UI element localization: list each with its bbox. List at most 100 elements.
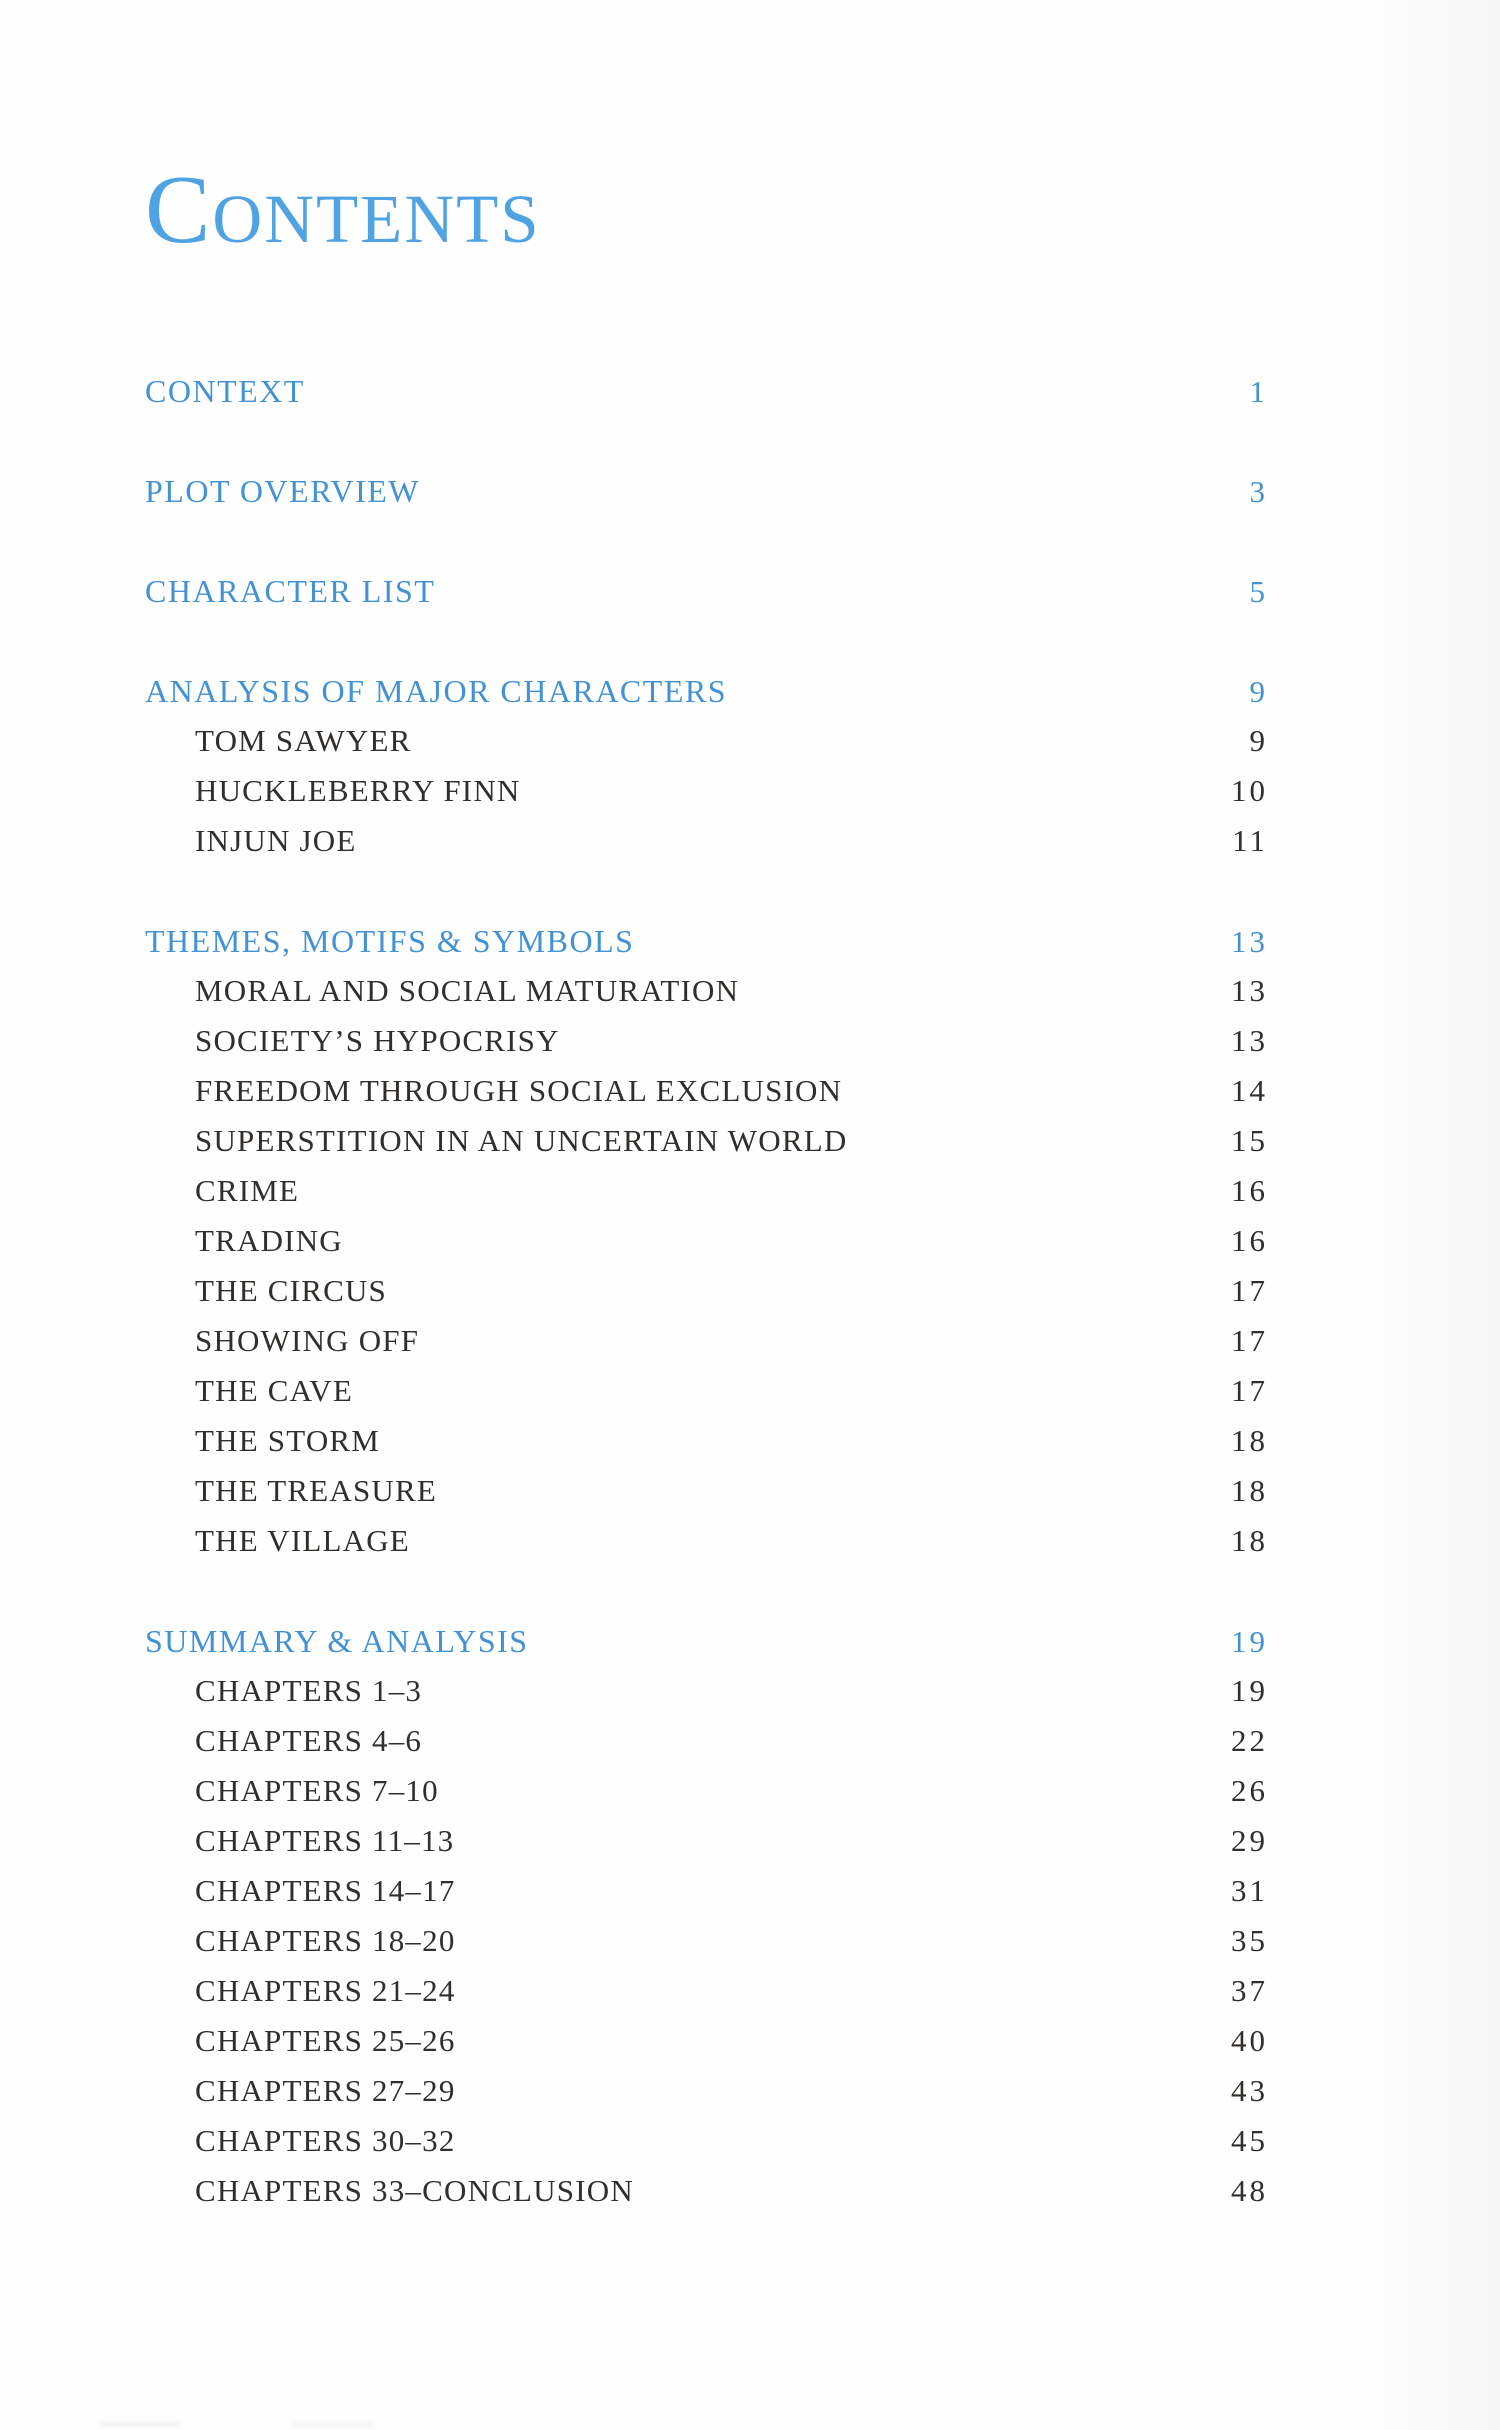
toc-entry-page-number: 15 bbox=[1231, 1123, 1268, 1158]
toc-section-page-number: 13 bbox=[1231, 924, 1268, 959]
toc-section-row: THEMES, MOTIFS & SYMBOLS 13 bbox=[145, 916, 1268, 966]
toc-section-page-number: 3 bbox=[1249, 474, 1268, 509]
toc-section-label: THEMES, MOTIFS & SYMBOLS bbox=[145, 923, 635, 959]
toc-entry-row: THE VILLAGE 18 bbox=[145, 1516, 1268, 1566]
toc-entry-page-number: 11 bbox=[1232, 823, 1268, 858]
toc-section-page-number: 19 bbox=[1231, 1624, 1268, 1659]
toc-section-row: CHARACTER LIST 5 bbox=[145, 566, 1268, 616]
toc-entry-label: SHOWING OFF bbox=[195, 1323, 420, 1358]
toc-entry-page-number: 9 bbox=[1249, 723, 1268, 758]
toc-entry-row: MORAL AND SOCIAL MATURATION 13 bbox=[145, 966, 1268, 1016]
toc-group: CONTEXT 1 bbox=[145, 366, 1268, 416]
toc-entry-label: CHAPTERS 27–29 bbox=[195, 2073, 456, 2108]
toc-entry-row: SHOWING OFF 17 bbox=[145, 1316, 1268, 1366]
toc-entry-label: THE CAVE bbox=[195, 1373, 354, 1408]
toc-entry-label: SOCIETY’S HYPOCRISY bbox=[195, 1023, 560, 1058]
toc-entry-page-number: 16 bbox=[1231, 1223, 1268, 1258]
toc-entry-page-number: 45 bbox=[1231, 2123, 1268, 2158]
toc-section-label: CHARACTER LIST bbox=[145, 573, 436, 609]
page-title: Contents bbox=[145, 156, 541, 264]
toc-entry-page-number: 17 bbox=[1231, 1323, 1268, 1358]
toc-entry-row: CHAPTERS 7–10 26 bbox=[145, 1766, 1268, 1816]
toc-entry-label: THE STORM bbox=[195, 1423, 381, 1458]
toc-entry-row: CHAPTERS 25–26 40 bbox=[145, 2016, 1268, 2066]
toc-section-row: PLOT OVERVIEW 3 bbox=[145, 466, 1268, 516]
toc-group: THEMES, MOTIFS & SYMBOLS 13 MORAL AND SOCI… bbox=[145, 916, 1268, 1566]
toc-entry-label: SUPERSTITION IN AN UNCERTAIN WORLD bbox=[195, 1123, 848, 1158]
toc-entry-label: CHAPTERS 25–26 bbox=[195, 2023, 456, 2058]
toc-entry-row: CRIME 16 bbox=[145, 1166, 1268, 1216]
toc-section-page-number: 9 bbox=[1249, 674, 1268, 709]
toc-entry-page-number: 19 bbox=[1231, 1673, 1268, 1708]
toc-section-label: CONTEXT bbox=[145, 373, 305, 409]
toc-entry-row: SUPERSTITION IN AN UNCERTAIN WORLD 15 bbox=[145, 1116, 1268, 1166]
toc-entry-page-number: 14 bbox=[1231, 1073, 1268, 1108]
toc-entry-label: MORAL AND SOCIAL MATURATION bbox=[195, 973, 740, 1008]
toc-entry-row: SOCIETY’S HYPOCRISY 13 bbox=[145, 1016, 1268, 1066]
toc-entry-label: THE VILLAGE bbox=[195, 1523, 410, 1558]
toc-entry-label: THE TREASURE bbox=[195, 1473, 438, 1508]
toc-section-row: SUMMARY & ANALYSIS 19 bbox=[145, 1616, 1268, 1666]
toc-entry-page-number: 26 bbox=[1231, 1773, 1268, 1808]
toc-entry-label: CHAPTERS 21–24 bbox=[195, 1973, 456, 2008]
toc-entry-page-number: 22 bbox=[1231, 1723, 1268, 1758]
toc-entry-row: THE CAVE 17 bbox=[145, 1366, 1268, 1416]
toc-entry-row: TOM SAWYER 9 bbox=[145, 716, 1268, 766]
toc-entry-page-number: 16 bbox=[1231, 1173, 1268, 1208]
toc-entry-page-number: 48 bbox=[1231, 2173, 1268, 2208]
toc-entry-label: THE CIRCUS bbox=[195, 1273, 387, 1308]
toc-entry-label: CHAPTERS 18–20 bbox=[195, 1923, 456, 1958]
toc-entry-label: CHAPTERS 1–3 bbox=[195, 1673, 423, 1708]
scan-artifact-smudge bbox=[100, 2422, 180, 2426]
toc-entry-page-number: 37 bbox=[1231, 1973, 1268, 2008]
toc-entry-row: HUCKLEBERRY FINN 10 bbox=[145, 766, 1268, 816]
toc-entry-page-number: 17 bbox=[1231, 1373, 1268, 1408]
toc-entry-label: CHAPTERS 33–CONCLUSION bbox=[195, 2173, 634, 2208]
toc-entry-row: CHAPTERS 33–CONCLUSION 48 bbox=[145, 2166, 1268, 2216]
toc-entry-row: THE TREASURE 18 bbox=[145, 1466, 1268, 1516]
table-of-contents: CONTEXT 1 PLOT OVERVIEW 3 CHARACTER LIST 5 ANA… bbox=[145, 366, 1268, 2216]
toc-entry-label: CRIME bbox=[195, 1173, 300, 1208]
toc-entry-label: TRADING bbox=[195, 1223, 343, 1258]
scan-artifact-smudge bbox=[293, 2422, 375, 2426]
toc-section-label: ANALYSIS OF MAJOR CHARACTERS bbox=[145, 673, 727, 709]
toc-section-label: PLOT OVERVIEW bbox=[145, 473, 420, 509]
toc-entry-page-number: 10 bbox=[1231, 773, 1268, 808]
toc-entry-label: CHAPTERS 14–17 bbox=[195, 1873, 456, 1908]
toc-entry-row: CHAPTERS 14–17 31 bbox=[145, 1866, 1268, 1916]
toc-entry-row: CHAPTERS 30–32 45 bbox=[145, 2116, 1268, 2166]
toc-entry-page-number: 31 bbox=[1231, 1873, 1268, 1908]
toc-entry-page-number: 35 bbox=[1231, 1923, 1268, 1958]
toc-section-page-number: 1 bbox=[1249, 374, 1268, 409]
toc-entry-label: CHAPTERS 4–6 bbox=[195, 1723, 423, 1758]
toc-entry-label: HUCKLEBERRY FINN bbox=[195, 773, 521, 808]
toc-entry-page-number: 17 bbox=[1231, 1273, 1268, 1308]
scan-artifact-right-band bbox=[1335, 0, 1500, 2430]
toc-entry-label: INJUN JOE bbox=[195, 823, 357, 858]
toc-entry-row: THE CIRCUS 17 bbox=[145, 1266, 1268, 1316]
toc-entry-row: THE STORM 18 bbox=[145, 1416, 1268, 1466]
toc-entry-row: CHAPTERS 4–6 22 bbox=[145, 1716, 1268, 1766]
toc-group: PLOT OVERVIEW 3 bbox=[145, 466, 1268, 516]
toc-entry-label: CHAPTERS 7–10 bbox=[195, 1773, 439, 1808]
toc-entry-row: CHAPTERS 18–20 35 bbox=[145, 1916, 1268, 1966]
toc-entry-row: CHAPTERS 21–24 37 bbox=[145, 1966, 1268, 2016]
toc-entry-page-number: 29 bbox=[1231, 1823, 1268, 1858]
toc-section-label: SUMMARY & ANALYSIS bbox=[145, 1623, 529, 1659]
toc-entry-row: CHAPTERS 27–29 43 bbox=[145, 2066, 1268, 2116]
toc-entry-label: CHAPTERS 11–13 bbox=[195, 1823, 455, 1858]
toc-section-page-number: 5 bbox=[1249, 574, 1268, 609]
toc-entry-page-number: 43 bbox=[1231, 2073, 1268, 2108]
toc-entry-label: CHAPTERS 30–32 bbox=[195, 2123, 456, 2158]
toc-entry-row: CHAPTERS 1–3 19 bbox=[145, 1666, 1268, 1716]
toc-section-row: ANALYSIS OF MAJOR CHARACTERS 9 bbox=[145, 666, 1268, 716]
toc-entry-page-number: 40 bbox=[1231, 2023, 1268, 2058]
toc-group: SUMMARY & ANALYSIS 19 CHAPTERS 1–3 19 CHAPTE… bbox=[145, 1616, 1268, 2216]
toc-entry-label: TOM SAWYER bbox=[195, 723, 412, 758]
toc-entry-row: INJUN JOE 11 bbox=[145, 816, 1268, 866]
toc-entry-row: CHAPTERS 11–13 29 bbox=[145, 1816, 1268, 1866]
toc-entry-page-number: 18 bbox=[1231, 1523, 1268, 1558]
toc-entry-row: TRADING 16 bbox=[145, 1216, 1268, 1266]
toc-group: ANALYSIS OF MAJOR CHARACTERS 9 TOM SAWYER 9… bbox=[145, 666, 1268, 866]
